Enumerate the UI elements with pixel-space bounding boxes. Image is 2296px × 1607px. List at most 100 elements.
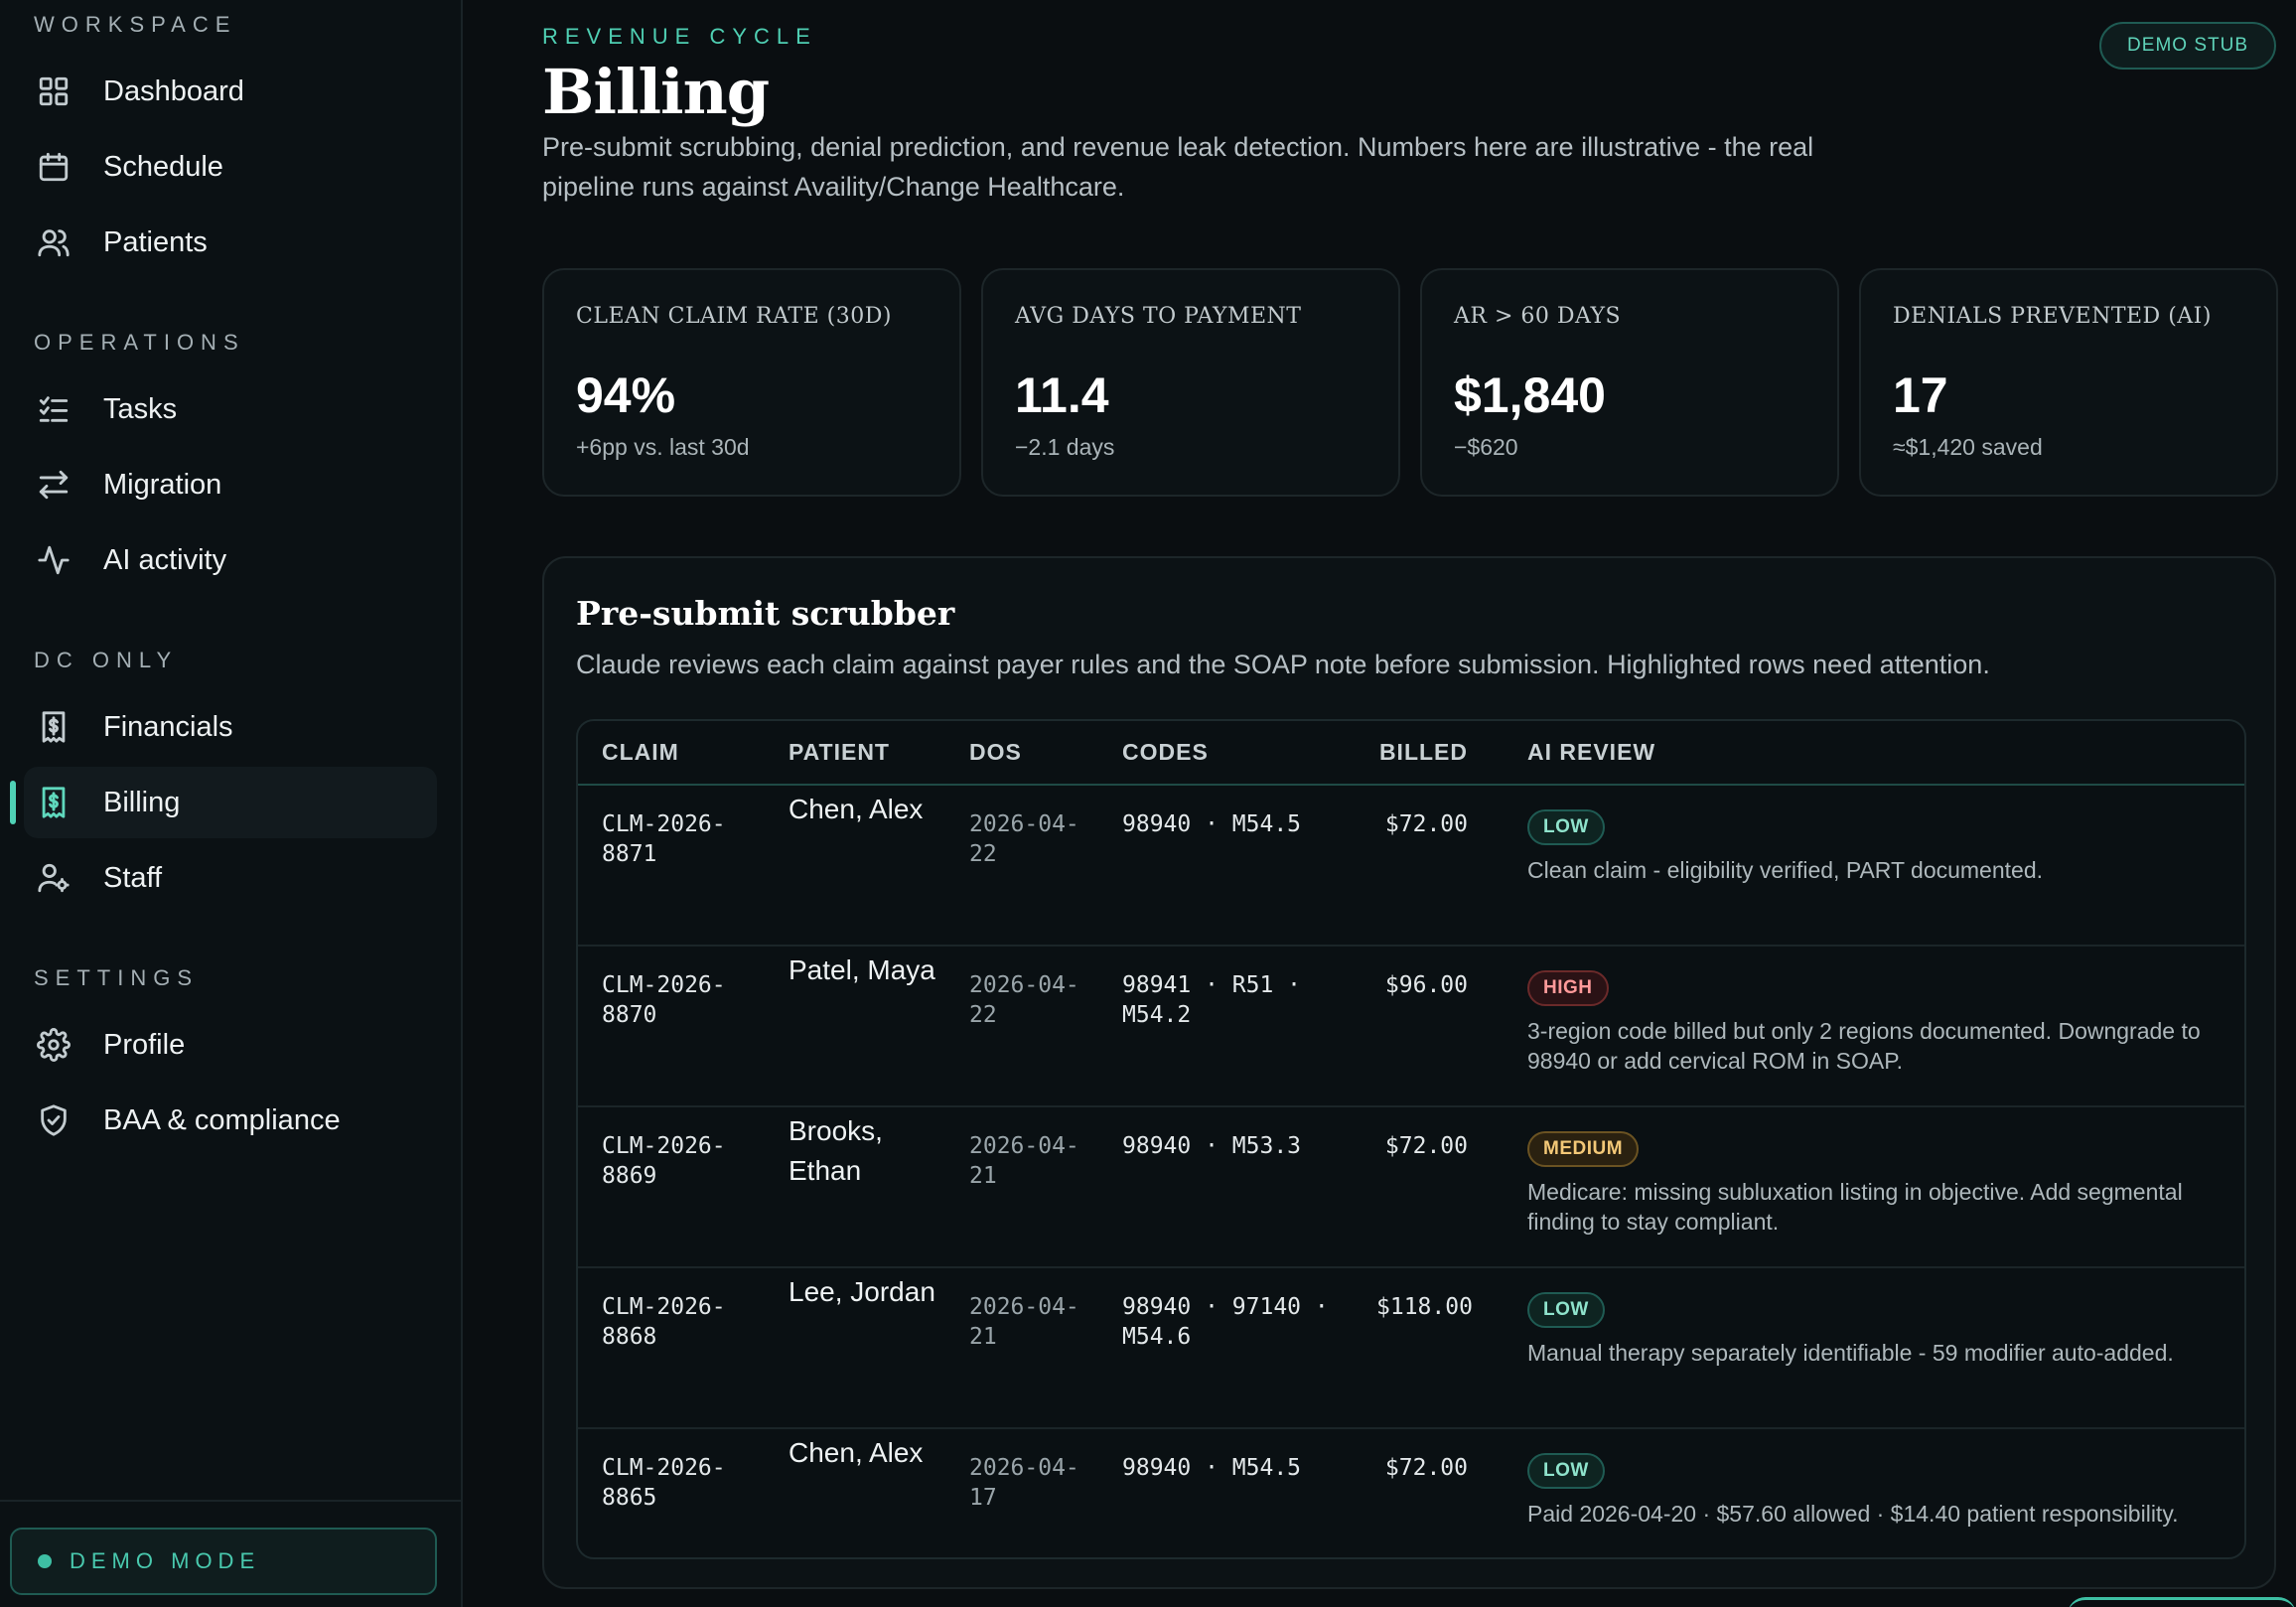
patient-name: Brooks, Ethan — [789, 1115, 883, 1186]
sidebar-item-dashboard[interactable]: Dashboard — [24, 56, 437, 127]
user-gear-icon — [36, 860, 72, 896]
billed-amount: $72.00 — [1384, 1133, 1468, 1159]
claim-id: CLM-2026-8870 — [602, 972, 726, 1028]
date-of-service: 2026-04-22 — [969, 972, 1079, 1028]
status-dot-icon — [38, 1554, 52, 1568]
review-text: Medicare: missing subluxation listing in… — [1527, 1179, 2183, 1235]
date-of-service: 2026-04-22 — [969, 811, 1079, 867]
demo-stub-badge: DEMO STUB — [2099, 22, 2276, 70]
date-of-service: 2026-04-21 — [969, 1294, 1079, 1350]
kpi-value: 17 — [1893, 367, 1948, 423]
activity-icon — [36, 542, 72, 578]
table-row[interactable]: CLM-2026-8865 Chen, Alex 2026-04-17 9894… — [578, 1428, 2244, 1557]
kpi-value: 11.4 — [1015, 367, 1109, 423]
sidebar-item-ai-activity[interactable]: AI activity — [24, 524, 437, 596]
demo-mode-toggle[interactable]: DEMO MODE — [10, 1528, 437, 1595]
date-of-service: 2026-04-17 — [969, 1455, 1079, 1511]
gear-icon — [36, 1027, 72, 1063]
billed-amount: $96.00 — [1384, 972, 1468, 998]
kpi-value: $1,840 — [1454, 367, 1606, 423]
column-header-dos[interactable]: DOS — [945, 721, 1098, 786]
billed-amount: $72.00 — [1384, 1455, 1468, 1481]
sidebar-item-migration[interactable]: Migration — [24, 449, 437, 520]
table-row[interactable]: CLM-2026-8869 Brooks, Ethan 2026-04-21 9… — [578, 1106, 2244, 1267]
page-title: Billing — [542, 56, 770, 128]
table-row[interactable]: CLM-2026-8868 Lee, Jordan 2026-04-21 989… — [578, 1267, 2244, 1428]
demo-mode-label: DEMO MODE — [70, 1548, 261, 1573]
ai-review-cell: MEDIUM Medicare: missing subluxation lis… — [1480, 1106, 2244, 1267]
patient-name: Chen, Alex — [789, 794, 924, 824]
column-header-claim[interactable]: CLAIM — [578, 721, 765, 786]
risk-badge: LOW — [1527, 1292, 1605, 1328]
sidebar-item-baa-compliance[interactable]: BAA & compliance — [24, 1085, 437, 1156]
codes: 98940 · M54.5 — [1122, 1455, 1302, 1481]
sidebar-item-schedule[interactable]: Schedule — [24, 131, 437, 203]
claims-table: CLAIM PATIENT DOS CODES BILLED AI REVIEW… — [576, 719, 2246, 1559]
column-header-billed[interactable]: BILLED — [1376, 721, 1480, 786]
calendar-icon — [36, 149, 72, 185]
review-text: Manual therapy separately identifiable -… — [1527, 1340, 2174, 1366]
claim-id: CLM-2026-8869 — [602, 1133, 726, 1189]
sidebar-item-staff[interactable]: Staff — [24, 842, 437, 914]
sidebar-item-label: Billing — [103, 786, 181, 818]
claim-id: CLM-2026-8865 — [602, 1455, 726, 1511]
sidebar-item-label: Staff — [103, 861, 163, 894]
column-header-codes[interactable]: CODES — [1098, 721, 1376, 786]
main-content: REVENUE CYCLE Billing Pre-submit scrubbi… — [542, 0, 2296, 1607]
sidebar: WORKSPACE Dashboard Schedule Patients OP… — [0, 0, 463, 1607]
risk-badge: LOW — [1527, 809, 1605, 845]
grid-icon — [36, 73, 72, 109]
sidebar-item-label: Profile — [103, 1028, 186, 1061]
review-text: 3-region code billed but only 2 regions … — [1527, 1018, 2201, 1074]
column-header-patient[interactable]: PATIENT — [765, 721, 945, 786]
review-text: Paid 2026-04-20 · $57.60 allowed · $14.4… — [1527, 1501, 2179, 1527]
sidebar-item-tasks[interactable]: Tasks — [24, 373, 437, 445]
kpi-card-avg-days-to-payment: Avg days to payment 11.4 −2.1 days — [981, 268, 1400, 497]
nav-section-dc-only: DC ONLY — [0, 648, 461, 673]
kpi-card-ar-over-60: AR > 60 days $1,840 −$620 — [1420, 268, 1839, 497]
kpi-card-clean-claim-rate: Clean claim rate (30d) 94% +6pp vs. last… — [542, 268, 961, 497]
users-icon — [36, 224, 72, 260]
sidebar-item-label: Schedule — [103, 150, 223, 183]
column-header-ai-review[interactable]: AI REVIEW — [1480, 721, 2244, 786]
codes: 98940 · M54.5 — [1122, 811, 1302, 837]
claim-id: CLM-2026-8868 — [602, 1294, 726, 1350]
billed-amount: $118.00 — [1376, 1294, 1473, 1320]
billed-amount: $72.00 — [1384, 811, 1468, 837]
shield-check-icon — [36, 1102, 72, 1138]
sidebar-item-label: Patients — [103, 225, 208, 258]
patient-name: Patel, Maya — [789, 954, 935, 985]
patient-name: Chen, Alex — [789, 1437, 924, 1468]
table-row[interactable]: CLM-2026-8870 Patel, Maya 2026-04-22 989… — [578, 946, 2244, 1106]
scroll-peek-button[interactable] — [2068, 1597, 2296, 1607]
section-label-operations: OPERATIONS — [34, 330, 245, 355]
sidebar-item-label: AI activity — [103, 543, 227, 576]
sidebar-item-profile[interactable]: Profile — [24, 1009, 437, 1081]
codes: 98941 · R51 · M54.2 — [1122, 972, 1302, 1028]
panel-description: Claude reviews each claim against payer … — [576, 650, 1990, 679]
patient-name: Lee, Jordan — [789, 1276, 935, 1307]
sidebar-item-billing[interactable]: Billing — [10, 767, 437, 838]
claim-id: CLM-2026-8871 — [602, 811, 726, 867]
sidebar-item-patients[interactable]: Patients — [24, 207, 437, 278]
table-row[interactable]: CLM-2026-8871 Chen, Alex 2026-04-22 9894… — [578, 785, 2244, 946]
sidebar-item-label: Migration — [103, 468, 222, 501]
kpi-row: Clean claim rate (30d) 94% +6pp vs. last… — [542, 268, 2278, 497]
kpi-label: AR > 60 days — [1454, 304, 1622, 329]
nav-section-settings: SETTINGS — [0, 965, 461, 991]
sidebar-item-financials[interactable]: Financials — [24, 691, 437, 763]
codes: 98940 · M53.3 — [1122, 1133, 1302, 1159]
panel-title: Pre-submit scrubber — [576, 594, 955, 633]
ai-review-cell: HIGH 3-region code billed but only 2 reg… — [1480, 946, 2244, 1106]
ai-review-cell: LOW Clean claim - eligibility verified, … — [1480, 785, 2244, 946]
kpi-value: 94% — [576, 367, 676, 423]
review-text: Clean claim - eligibility verified, PART… — [1527, 857, 2044, 883]
kpi-label: Denials prevented (AI) — [1893, 304, 2212, 329]
codes: 98940 · 97140 · M54.6 — [1122, 1294, 1329, 1350]
ai-review-cell: LOW Manual therapy separately identifiab… — [1480, 1267, 2244, 1428]
kpi-delta: ≈$1,420 saved — [1893, 434, 2043, 460]
kpi-delta: −2.1 days — [1015, 434, 1115, 460]
page-description: Pre-submit scrubbing, denial prediction,… — [542, 132, 1814, 202]
scrubber-panel: Pre-submit scrubber Claude reviews each … — [542, 556, 2276, 1589]
kpi-label: Avg days to payment — [1015, 304, 1302, 329]
